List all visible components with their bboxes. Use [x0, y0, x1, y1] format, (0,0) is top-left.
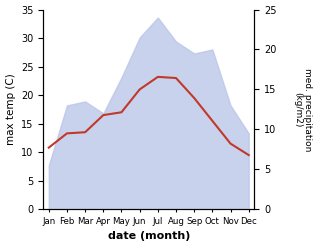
- X-axis label: date (month): date (month): [107, 231, 190, 242]
- Y-axis label: max temp (C): max temp (C): [5, 74, 16, 145]
- Y-axis label: med. precipitation
(kg/m2): med. precipitation (kg/m2): [293, 68, 313, 151]
